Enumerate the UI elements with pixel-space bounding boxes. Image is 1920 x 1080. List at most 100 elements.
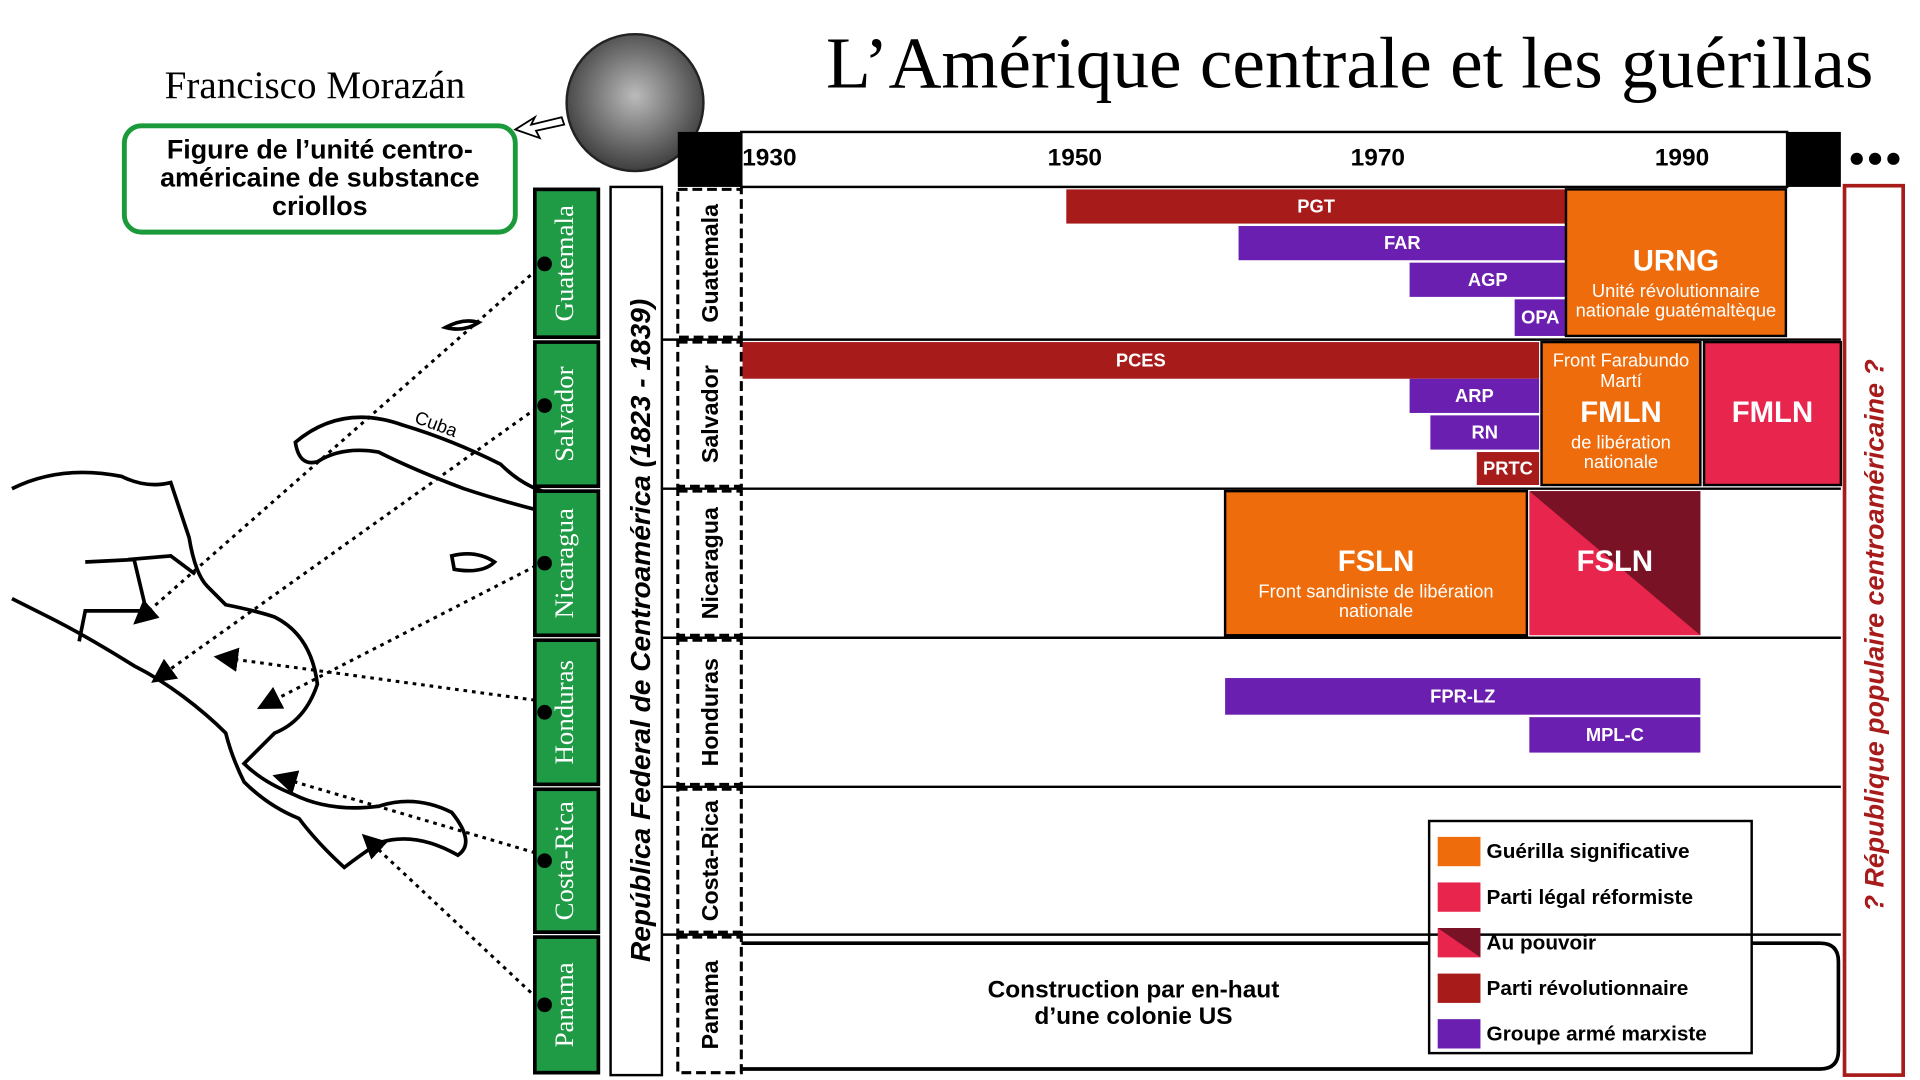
bar [1514, 299, 1566, 336]
legend-swatch [1437, 973, 1481, 1003]
country: Salvador [549, 366, 579, 462]
ellipsis [1850, 152, 1900, 165]
country-dot [537, 555, 552, 571]
bar-label: FMLN [1732, 396, 1813, 429]
legend-swatch [1437, 928, 1481, 958]
bar-label: URNG [1633, 244, 1719, 277]
country: Honduras [549, 660, 579, 764]
bar-sublabel: Martí [1600, 370, 1642, 391]
title: L’Amérique centrale et les guérillas [826, 23, 1873, 104]
bar-label: PGT [1297, 196, 1335, 217]
bar [1409, 262, 1566, 297]
axis-cap [677, 131, 742, 187]
bar [1409, 378, 1540, 413]
year-label: 1970 [1351, 144, 1405, 171]
row-label-box [676, 638, 743, 786]
row-label-box [676, 340, 743, 488]
bar [1529, 717, 1701, 753]
row-label: Panama [697, 959, 723, 1049]
future-box [1842, 183, 1906, 1077]
year-label: 1990 [1655, 144, 1709, 171]
country-dot [537, 256, 552, 272]
legend-label: Parti révolutionnaire [1487, 977, 1689, 1000]
year-label: 1950 [1048, 144, 1102, 171]
year-label: 1930 [742, 144, 796, 171]
caption: américaine de substance [160, 163, 480, 193]
bar-label: AGP [1468, 269, 1508, 290]
axis-cap [1787, 131, 1841, 187]
map [11, 319, 559, 870]
panama-note: d’une colonie US [1034, 1003, 1232, 1030]
federation-box [609, 185, 664, 1077]
legend-label: Parti légal réformiste [1487, 886, 1693, 909]
bar [1223, 489, 1529, 637]
legend-swatch [1437, 1019, 1481, 1049]
bar [742, 342, 1540, 379]
axis-bar [740, 130, 1789, 189]
future: ? République populaire centroaméricaine … [1859, 359, 1889, 911]
country-box [533, 638, 601, 787]
caption: Figure de l’unité centro- [167, 135, 473, 165]
bar-label: PCES [1116, 349, 1166, 370]
country: Guatemala [549, 205, 579, 321]
panama-bracket [741, 941, 1841, 1071]
row-label-box [676, 489, 743, 637]
row-label: Guatemala [697, 203, 723, 323]
portrait-name: Francisco Morazán [165, 64, 466, 107]
bar [1238, 226, 1566, 261]
legend-label: Guérilla significative [1487, 840, 1690, 863]
bar-sublabel: nationale [1584, 451, 1658, 472]
caption-box [121, 123, 518, 235]
bar [1066, 189, 1566, 224]
country-dot [537, 704, 552, 720]
row-label: Honduras [697, 658, 723, 766]
bar-label: RN [1472, 422, 1498, 443]
bar-label: FPR-LZ [1430, 685, 1495, 706]
bar [1540, 340, 1702, 487]
country: Nicaragua [549, 508, 579, 618]
bar-label: MPL-C [1586, 724, 1644, 745]
pointer-arrows [133, 262, 545, 1006]
country-dot [537, 398, 552, 413]
legend-label: Au pouvoir [1487, 931, 1597, 954]
bar-label: FAR [1384, 232, 1421, 253]
layout: L’Amérique centrale et les guérillas Fra… [11, 23, 1906, 1077]
federation: República Federal de Centroamérica (1823… [625, 299, 656, 962]
legend-swatch [1437, 836, 1481, 867]
bar [1430, 415, 1540, 450]
bar-sublabel: nationale [1339, 600, 1413, 621]
bar-label: PRTC [1483, 458, 1533, 479]
panama-note: Construction par en-haut [988, 976, 1280, 1003]
row-label: Nicaragua [697, 506, 723, 619]
portrait [565, 32, 705, 173]
caption: criollos [272, 191, 368, 221]
row-label: Salvador [697, 365, 723, 463]
arrow [513, 114, 566, 140]
bar [1476, 452, 1540, 486]
bar-label: FSLN [1577, 545, 1654, 578]
country-dot [537, 853, 552, 869]
country: Panama [549, 962, 579, 1047]
country-box [533, 340, 601, 489]
bar [1225, 678, 1701, 715]
bar-label: FMLN [1580, 396, 1661, 429]
row-label-box [676, 935, 743, 1075]
row-label: Costa-Rica [697, 799, 723, 921]
bar-sublabel: nationale guatémaltèque [1576, 299, 1777, 320]
legend-label: Groupe armé marxiste [1487, 1023, 1707, 1046]
bar-label: ARP [1455, 385, 1494, 406]
row-label-box [676, 187, 743, 339]
bar-label: OPA [1521, 307, 1559, 328]
legend-swatch [1437, 882, 1481, 912]
bar-label: FSLN [1338, 545, 1415, 578]
bar-sublabel: Front sandiniste de libération [1258, 580, 1493, 601]
country-dot [537, 997, 552, 1013]
bar-sublabel: Front Farabundo [1553, 349, 1689, 370]
country: Costa-Rica [549, 801, 579, 920]
legend-box [1427, 819, 1753, 1055]
bar [1564, 188, 1788, 338]
bar-sublabel: Unité révolutionnaire [1592, 280, 1760, 301]
bar-sublabel: de libération [1571, 431, 1671, 452]
row-label-box [676, 787, 743, 934]
